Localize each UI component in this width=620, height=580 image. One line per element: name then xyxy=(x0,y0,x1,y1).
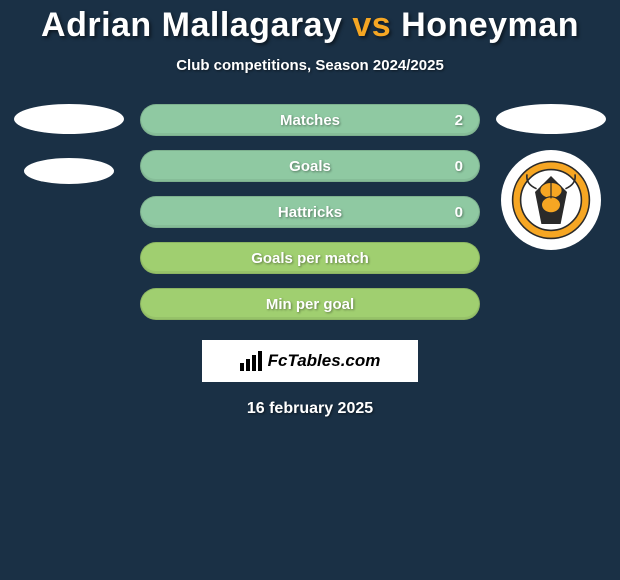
stat-value: 0 xyxy=(455,204,463,221)
stat-bar-min-per-goal: Min per goal xyxy=(140,288,480,320)
brand-text: FcTables.com xyxy=(268,351,381,371)
brand-watermark: FcTables.com xyxy=(202,340,418,382)
left-placeholder-ellipse-1 xyxy=(14,104,124,134)
date-stamp: 16 february 2025 xyxy=(0,400,620,418)
stat-bar-goals-per-match: Goals per match xyxy=(140,242,480,274)
title-left: Adrian Mallagaray xyxy=(41,6,342,44)
club-logo xyxy=(501,150,601,250)
stat-label: Goals per match xyxy=(251,250,369,267)
stat-label: Min per goal xyxy=(266,296,354,313)
club-crest-icon xyxy=(511,160,591,240)
left-player-column xyxy=(14,104,124,184)
right-player-column xyxy=(496,104,606,250)
left-placeholder-ellipse-2 xyxy=(24,158,114,184)
stat-bars: Matches 2 Goals 0 Hattricks 0 Goals per … xyxy=(140,104,480,320)
stat-value: 2 xyxy=(455,112,463,129)
stat-value: 0 xyxy=(455,158,463,175)
page-title: Adrian Mallagaray vs Honeyman xyxy=(0,0,620,45)
subtitle: Club competitions, Season 2024/2025 xyxy=(0,57,620,74)
stat-bar-goals: Goals 0 xyxy=(140,150,480,182)
stat-bar-hattricks: Hattricks 0 xyxy=(140,196,480,228)
title-right: Honeyman xyxy=(401,6,579,44)
stat-bar-matches: Matches 2 xyxy=(140,104,480,136)
stats-section: Matches 2 Goals 0 Hattricks 0 Goals per … xyxy=(0,104,620,320)
bars-icon xyxy=(240,351,264,371)
stat-label: Goals xyxy=(289,158,331,175)
stat-label: Hattricks xyxy=(278,204,342,221)
right-placeholder-ellipse-1 xyxy=(496,104,606,134)
stat-label: Matches xyxy=(280,112,340,129)
title-vs: vs xyxy=(352,6,391,44)
